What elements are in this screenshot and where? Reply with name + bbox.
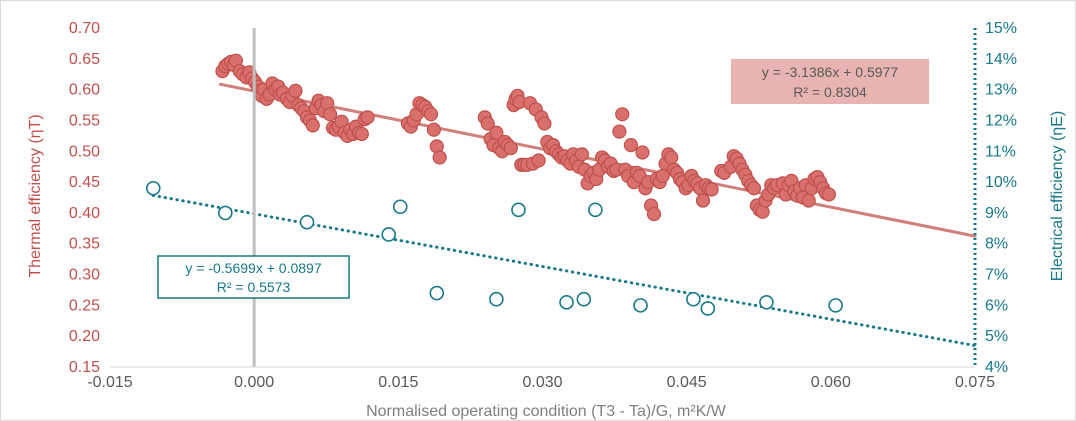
x-tick-label: 0.015: [378, 374, 418, 391]
left-tick-labels: 0.15 0.20 0.25 0.30 0.35 0.40 0.45 0.50 0.55 0.60…: [69, 20, 100, 376]
right-tick-label: 6%: [985, 297, 1008, 314]
y-axis-title-left: Thermal efficiency (ηT): [27, 114, 44, 277]
thermal-point: [746, 181, 762, 196]
right-tick-label: 7%: [985, 267, 1008, 284]
thermal-point: [503, 141, 518, 156]
left-tick-label: 0.50: [69, 143, 100, 160]
electrical-trendline-group: [151, 193, 977, 348]
x-tick-label: 0.045: [667, 374, 707, 391]
electrical-point: [700, 301, 716, 316]
x-tick-label: 0.000: [234, 374, 274, 391]
right-tick-label: 5%: [985, 328, 1008, 345]
thermal-r2: R² = 0.8304: [793, 84, 867, 100]
thermal-point: [432, 150, 447, 165]
right-tick-label: 10%: [985, 174, 1017, 191]
thermal-point: [664, 150, 679, 165]
right-tick-label: 4%: [985, 359, 1008, 376]
right-tick-label: 11%: [985, 143, 1016, 160]
thermal-point: [305, 118, 320, 133]
left-tick-label: 0.40: [69, 205, 100, 222]
thermal-point: [612, 124, 627, 139]
thermal-point: [480, 116, 495, 131]
left-tick-label: 0.35: [69, 236, 100, 253]
electrical-trendline: [151, 193, 977, 348]
electrical-point: [633, 298, 648, 313]
x-tick-label: 0.030: [522, 374, 562, 391]
right-tick-labels: 4% 5% 6% 7% 8% 9% 10% 11% 12% 13% 14% 15%: [985, 20, 1017, 376]
electrical-point: [429, 285, 445, 301]
left-tick-label: 0.70: [69, 20, 100, 37]
thermal-point: [655, 168, 670, 184]
electrical-equation-box: [157, 255, 350, 299]
thermal-point: [426, 122, 441, 137]
thermal-point: [623, 138, 639, 153]
left-tick-label: 0.65: [69, 51, 100, 68]
right-tick-label: 13%: [985, 82, 1017, 99]
thermal-point: [574, 147, 590, 162]
thermal-point: [635, 145, 650, 160]
thermal-point: [489, 125, 504, 140]
left-tick-label: 0.45: [69, 174, 100, 191]
right-tick-label: 8%: [985, 236, 1008, 253]
left-tick-label: 0.30: [69, 267, 100, 284]
electrical-r2: R² = 0.5573: [217, 279, 291, 295]
thermal-point: [646, 207, 662, 222]
right-tick-label: 14%: [985, 51, 1017, 68]
thermal-points: [215, 53, 837, 222]
thermal-point: [615, 107, 630, 122]
thermal-point: [322, 107, 338, 122]
electrical-points: [145, 180, 843, 316]
x-tick-label: -0.015: [87, 374, 132, 391]
right-tick-label: 15%: [985, 20, 1017, 37]
electrical-point: [828, 298, 843, 313]
left-tick-label: 0.20: [69, 328, 100, 345]
x-tick-label: 0.060: [811, 374, 851, 391]
thermal-point: [288, 83, 303, 98]
left-tick-label: 0.15: [69, 359, 100, 376]
electrical-point: [299, 214, 315, 230]
axes: [110, 28, 977, 368]
electrical-equation: y = -0.5699x + 0.0897: [185, 260, 321, 276]
thermal-point: [354, 126, 369, 142]
thermal-point: [821, 187, 837, 202]
thermal-point: [704, 182, 719, 197]
electrical-point: [686, 291, 701, 307]
x-tick-labels: -0.015 0.000 0.015 0.030 0.045 0.060 0.075: [87, 374, 995, 391]
electrical-point: [381, 227, 397, 242]
thermal-equation-box: [731, 59, 929, 104]
electrical-point: [588, 202, 603, 218]
right-tick-label: 9%: [985, 205, 1008, 222]
left-tick-label: 0.25: [69, 297, 100, 314]
x-axis-title: Normalised operating condition (T3 - Ta)…: [366, 403, 727, 420]
electrical-point: [576, 291, 592, 307]
thermal-point: [695, 193, 711, 208]
thermal-point: [360, 110, 375, 125]
electrical-point: [218, 205, 233, 221]
thermal-equation: y = -3.1386x + 0.5977: [762, 64, 898, 80]
electrical-point: [489, 291, 504, 307]
electrical-point: [392, 199, 408, 215]
electrical-point: [145, 180, 161, 196]
thermal-point: [537, 116, 552, 131]
left-tick-label: 0.60: [69, 82, 100, 99]
right-tick-label: 12%: [985, 112, 1017, 129]
electrical-point: [559, 294, 574, 310]
thermal-point: [801, 193, 816, 208]
x-tick-label: 0.075: [955, 374, 995, 391]
y-axis-title-right: Electrical efficiency (ηE): [1049, 111, 1066, 281]
thermal-point: [531, 153, 546, 168]
thermal-point: [423, 107, 439, 122]
left-tick-label: 0.55: [69, 112, 100, 129]
electrical-point: [759, 294, 774, 310]
electrical-point: [511, 202, 526, 218]
